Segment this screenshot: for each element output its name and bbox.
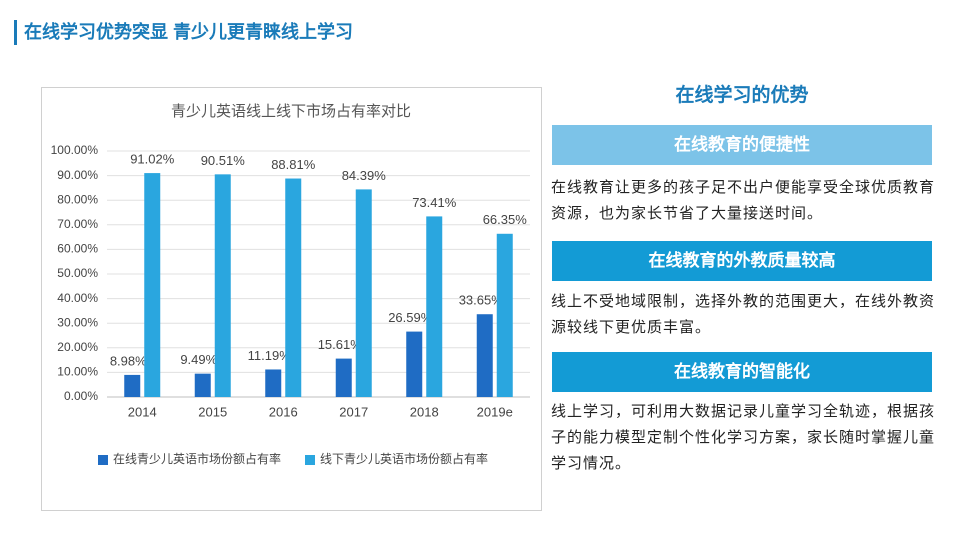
data-label: 91.02% (130, 152, 175, 167)
section-heading: 在线教育的智能化 (552, 352, 932, 392)
y-tick-label: 80.00% (57, 192, 98, 206)
section-text: 在线教育让更多的孩子足不出户便能享受全球优质教育资源，也为家长节省了大量接送时间… (551, 179, 936, 222)
x-tick-label: 2019e (477, 404, 513, 419)
y-tick-label: 60.00% (57, 242, 98, 256)
y-tick-label: 10.00% (57, 365, 98, 379)
bar (355, 189, 372, 397)
y-tick-label: 40.00% (57, 291, 98, 305)
data-label: 88.81% (271, 157, 316, 172)
bar (214, 174, 231, 397)
bar (144, 173, 161, 397)
bar (285, 178, 302, 397)
bar (406, 331, 423, 397)
legend-label: 在线青少儿英语市场份额占有率 (113, 451, 281, 466)
data-label: 15.61% (318, 337, 363, 352)
y-tick-label: 100.00% (51, 143, 99, 157)
y-tick-label: 0.00% (64, 389, 98, 403)
chart: 青少儿英语线上线下市场占有率对比 0.00% 10.00% 20.00% 30.00%… (41, 87, 542, 511)
bar (476, 314, 493, 397)
legend-swatch (98, 455, 108, 465)
bar (496, 233, 513, 397)
y-tick-label: 20.00% (57, 340, 98, 354)
bar (265, 369, 282, 397)
bar (194, 373, 211, 397)
chart-title: 青少儿英语线上线下市场占有率对比 (171, 102, 411, 120)
legend-label: 线下青少儿英语市场份额占有率 (320, 451, 488, 466)
data-label: 8.98% (110, 353, 147, 368)
legend-swatch (305, 455, 315, 465)
bar (124, 374, 141, 397)
title-accent (14, 20, 17, 45)
data-label: 66.35% (483, 212, 528, 227)
section-heading: 在线教育的外教质量较高 (552, 241, 932, 281)
data-label: 9.49% (180, 352, 217, 367)
x-tick-label: 2018 (410, 404, 439, 419)
data-label: 26.59% (388, 310, 433, 325)
bar (426, 216, 443, 397)
y-tick-label: 70.00% (57, 217, 98, 231)
panel-title: 在线学习的优势 (675, 85, 809, 106)
x-tick-label: 2016 (269, 404, 298, 419)
data-label: 33.65% (459, 293, 504, 308)
y-tick-label: 30.00% (57, 315, 98, 329)
data-label: 11.19% (248, 348, 292, 363)
section-heading: 在线教育的便捷性 (552, 125, 932, 165)
x-tick-label: 2017 (339, 404, 368, 419)
data-label: 73.41% (412, 195, 457, 210)
slide-title: 在线学习优势突显 青少儿更青睐线上学习 (24, 22, 353, 42)
data-label: 84.39% (342, 168, 387, 183)
section-text: 线上学习，可利用大数据记录儿童学习全轨迹，根据孩子的能力模型定制个性化学习方案，… (551, 403, 936, 472)
x-tick-label: 2014 (128, 404, 157, 419)
y-tick-label: 90.00% (57, 168, 98, 182)
data-label: 90.51% (201, 153, 246, 168)
y-tick-label: 50.00% (57, 266, 98, 280)
bar (335, 358, 352, 397)
section-text: 线上不受地域限制，选择外教的范围更大，在线外教资源较线下更优质丰富。 (551, 293, 936, 336)
x-tick-label: 2015 (198, 404, 227, 419)
